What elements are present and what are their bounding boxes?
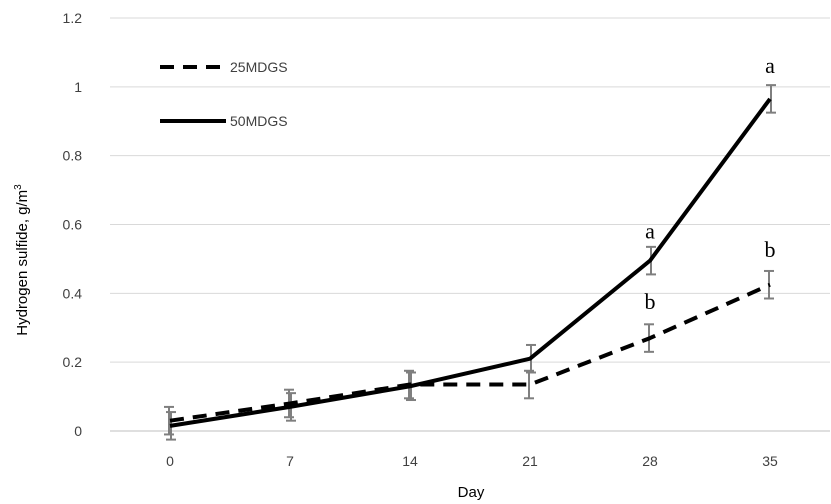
- y-tick-label: 0: [74, 423, 82, 439]
- significance-letters: a b a b: [645, 53, 776, 314]
- x-tick-label: 0: [166, 453, 174, 469]
- annotation-letter: a: [645, 218, 655, 243]
- y-axis-title-text: Hydrogen sulfide, g/m: [14, 190, 31, 336]
- y-axis-title-superscript: 3: [13, 184, 24, 190]
- y-tick-label: 0.4: [63, 285, 83, 301]
- x-tick-label: 7: [286, 453, 294, 469]
- x-tick-label: 35: [762, 453, 778, 469]
- x-tick-labels: 0 7 14 21 28 35: [166, 453, 778, 469]
- legend-label-50mdgs: 50MDGS: [230, 113, 288, 129]
- series-lines: [169, 97, 772, 428]
- x-tick-label: 21: [522, 453, 538, 469]
- grid-lines: [110, 17, 830, 432]
- legend: 25MDGS 50MDGS: [160, 59, 288, 129]
- x-axis-title: Day: [458, 484, 485, 501]
- x-tick-label: 14: [402, 453, 418, 469]
- x-tick-label: 28: [642, 453, 658, 469]
- y-tick-label: 1: [74, 79, 82, 95]
- series-line-25mdgs: [169, 282, 771, 423]
- annotation-letter: a: [765, 53, 775, 78]
- y-tick-label: 0.8: [63, 148, 83, 164]
- series-line-50mdgs: [169, 97, 772, 428]
- legend-label-25mdgs: 25MDGS: [230, 59, 288, 75]
- y-tick-label: 0.6: [63, 217, 83, 233]
- annotation-letter: b: [645, 289, 656, 314]
- y-tick-label: 0.2: [63, 354, 83, 370]
- y-tick-labels: 0 0.2 0.4 0.6 0.8 1 1.2: [63, 10, 83, 439]
- y-tick-label: 1.2: [63, 10, 83, 26]
- annotation-letter: b: [765, 237, 776, 262]
- y-axis-title: Hydrogen sulfide, g/m3: [13, 184, 31, 336]
